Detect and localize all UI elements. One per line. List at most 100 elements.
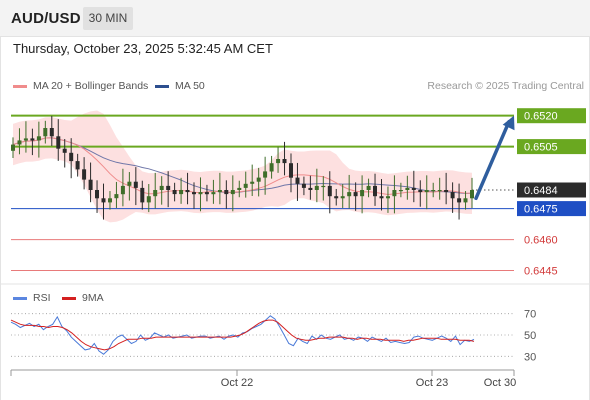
candle-body xyxy=(314,185,319,190)
candle-body xyxy=(431,190,436,192)
rsi-ma-legend-swatch xyxy=(62,297,76,300)
candle-body xyxy=(179,190,184,195)
price-label-text: 0.6475 xyxy=(524,204,558,216)
price-label-0-6505: 0.6505 xyxy=(517,139,586,155)
candle-body xyxy=(224,190,229,195)
candle-body xyxy=(62,148,67,153)
candle-body xyxy=(69,152,74,162)
candle-body xyxy=(185,190,190,193)
price-label-text: 0.6520 xyxy=(524,111,558,123)
candle-body xyxy=(36,136,41,141)
candle-body xyxy=(334,196,339,199)
candle-body xyxy=(95,190,99,199)
candle-body xyxy=(243,183,248,188)
price-label-text: 0.6505 xyxy=(524,142,558,154)
candle-body xyxy=(11,144,15,151)
candle-body xyxy=(405,187,410,190)
price-label-0-6475: 0.6475 xyxy=(517,201,586,217)
candle-body xyxy=(457,198,462,203)
x-axis-tick-label: Oct 22 xyxy=(221,377,253,389)
candle-body xyxy=(321,185,326,188)
rsi-legend-label: RSI xyxy=(33,292,51,304)
candle-body xyxy=(75,161,80,170)
price-label-bg xyxy=(517,139,586,155)
candle-body xyxy=(444,190,449,193)
candle-body xyxy=(340,196,345,199)
research-credit: Research © 2025 Trading Central xyxy=(427,80,584,92)
candle-body xyxy=(146,196,151,203)
candle-body xyxy=(470,190,474,199)
ma50-legend-label: MA 50 xyxy=(175,80,205,92)
candle-body xyxy=(418,190,423,193)
candle-body xyxy=(192,192,196,195)
candle-body xyxy=(120,185,125,195)
chart-top-border xyxy=(0,36,590,37)
price-label-bg xyxy=(517,201,586,217)
candle-body xyxy=(133,181,138,188)
candle-body xyxy=(140,187,145,203)
candle-body xyxy=(250,181,255,184)
symbol-title: AUD/USD xyxy=(11,10,81,27)
price-label-bg xyxy=(517,182,586,198)
candle-body xyxy=(347,192,352,197)
timeframe-button[interactable]: 30 MIN xyxy=(83,7,133,30)
candle-body xyxy=(450,192,455,199)
candle-body xyxy=(153,190,158,197)
candle-body xyxy=(398,190,403,192)
price-label-0-6460: 0.6460 xyxy=(524,235,558,247)
ma20-legend-swatch xyxy=(13,85,27,88)
candle-body xyxy=(17,140,22,145)
candle-body xyxy=(56,136,61,149)
rsi-level-label: 30 xyxy=(524,351,536,363)
candle-body xyxy=(282,159,287,164)
price-label-text: 0.6445 xyxy=(524,266,558,278)
candle-body xyxy=(211,192,216,195)
ma20-legend-label: MA 20 + Bollinger Bands xyxy=(33,80,149,92)
price-label-0-6520: 0.6520 xyxy=(517,108,586,124)
rsi-ma-line xyxy=(10,319,475,351)
candle-body xyxy=(198,192,203,195)
rsi-line xyxy=(10,315,475,355)
candle-body xyxy=(114,194,119,199)
price-label-text: 0.6484 xyxy=(524,185,558,197)
candle-body xyxy=(308,187,313,190)
candle-body xyxy=(237,187,242,190)
ma50-legend-swatch xyxy=(155,85,169,88)
candle-body xyxy=(437,190,442,192)
chart-left-border xyxy=(0,36,1,400)
candle-body xyxy=(217,190,222,193)
projection-arrow-line xyxy=(474,119,511,201)
price-label-0-6484: 0.6484 xyxy=(517,182,586,198)
price-label-text: 0.6460 xyxy=(524,235,558,247)
candle-body xyxy=(269,163,274,172)
chart-header: AUD/USD 30 MIN xyxy=(0,0,590,36)
candle-body xyxy=(30,138,35,141)
candle-body xyxy=(295,177,300,184)
candle-body xyxy=(424,190,429,193)
candle-body xyxy=(327,185,332,197)
candle-body xyxy=(49,128,54,137)
candle-body xyxy=(301,183,306,188)
candle-body xyxy=(366,185,371,190)
x-axis-tick-label: Oct 30 xyxy=(484,377,516,389)
candle-body xyxy=(108,198,112,203)
candle-body xyxy=(360,190,365,197)
candle-body xyxy=(263,171,268,178)
price-label-0-6445: 0.6445 xyxy=(524,266,558,278)
candle-body xyxy=(463,198,468,203)
candle-body xyxy=(373,185,377,197)
candle-body xyxy=(101,198,106,203)
candle-body xyxy=(392,190,397,197)
rsi-level-label: 50 xyxy=(524,330,536,342)
candle-body xyxy=(82,169,87,180)
candle-body xyxy=(127,181,132,186)
candle-body xyxy=(166,185,171,190)
candle-body xyxy=(23,138,28,141)
price-label-bg xyxy=(517,108,586,124)
candle-body xyxy=(88,179,93,190)
candle-body xyxy=(289,163,293,178)
bollinger-band-area xyxy=(13,110,472,223)
x-axis-tick-label: Oct 23 xyxy=(416,377,448,389)
rsi-level-label: 70 xyxy=(524,309,536,321)
